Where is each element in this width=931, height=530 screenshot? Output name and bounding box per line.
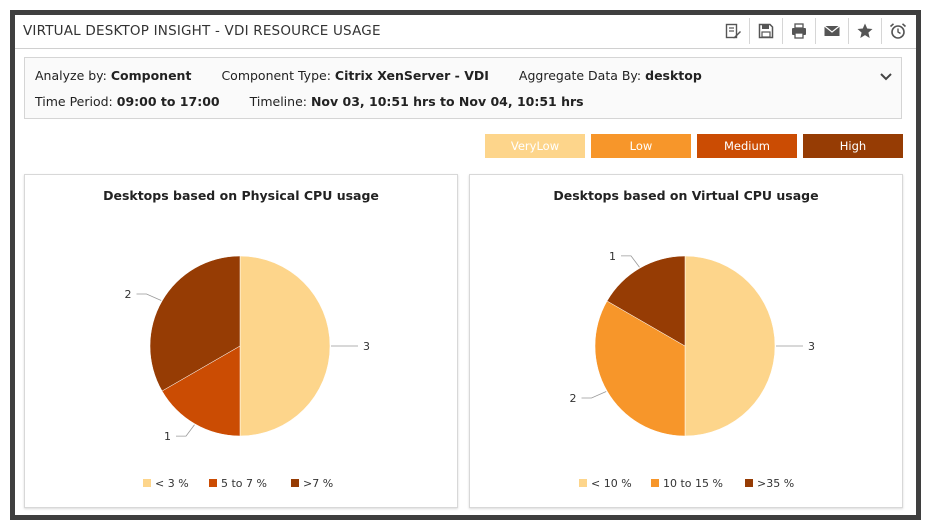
level-verylow-button[interactable]: VeryLow [485,134,585,158]
edit-report-button[interactable] [717,18,749,44]
physical-cpu-pie-chart: 3 1 2 < 3 % 5 to 7 % >7 % [125,255,370,490]
aggregate-data-by: Aggregate Data By: desktop [518,68,702,83]
print-icon [792,23,806,39]
data-label: 3 [363,340,370,353]
chevron-down-icon [880,73,892,81]
expand-filters-button[interactable] [879,70,893,85]
data-label: 2 [125,288,132,301]
pie-slice[interactable] [594,300,686,437]
label-connector [621,255,640,268]
legend-swatch [143,479,151,487]
legend-swatch [745,479,753,487]
timeline: Timeline: Nov 03, 10:51 hrs to Nov 04, 1… [249,94,584,109]
data-label: 1 [164,430,171,443]
legend-swatch [209,479,217,487]
time-period: Time Period: 09:00 to 17:00 [35,94,220,109]
save-icon [758,23,774,39]
level-medium-button[interactable]: Medium [697,134,797,158]
pie-slice[interactable] [606,255,686,347]
mail-button[interactable] [815,18,848,44]
filter-summary: Analyze by: Component Component Type: Ci… [24,57,902,119]
legend-swatch [651,479,659,487]
chart-title: Desktops based on Physical CPU usage [103,188,379,203]
pie-slice[interactable] [684,255,776,437]
schedule-button[interactable] [881,18,914,44]
legend-label[interactable]: >35 % [757,477,794,490]
legend-label[interactable]: 5 to 7 % [221,477,267,490]
data-label: 3 [808,340,815,353]
chart-title: Desktops based on Virtual CPU usage [553,188,819,203]
pie-slice[interactable] [239,255,331,437]
level-high-button[interactable]: High [803,134,903,158]
toolbar [717,18,914,44]
save-button[interactable] [749,18,782,44]
physical-cpu-panel: Desktops based on Physical CPU usage 3 1 2… [24,174,458,508]
legend-swatch [291,479,299,487]
legend-label[interactable]: < 10 % [591,477,632,490]
virtual-cpu-panel: Desktops based on Virtual CPU usage 3 2 1 <… [469,174,903,508]
report-window: VIRTUAL DESKTOP INSIGHT - VDI RESOURCE U… [10,10,921,520]
label-connector [176,424,195,437]
legend-label[interactable]: 10 to 15 % [663,477,723,490]
virtual-cpu-pie-chart: 3 2 1 < 10 % 10 to 15 % >35 % [570,250,816,490]
level-low-button[interactable]: Low [591,134,691,158]
label-connector [581,391,607,399]
print-button[interactable] [782,18,815,44]
favorite-button[interactable] [848,18,881,44]
legend-swatch [579,479,587,487]
legend-label[interactable]: < 3 % [155,477,189,490]
mail-icon [824,25,840,36]
data-label: 1 [609,250,616,263]
usage-level-legend: VeryLow Low Medium High [485,134,903,158]
page-title: VIRTUAL DESKTOP INSIGHT - VDI RESOURCE U… [23,23,381,39]
pie-slice[interactable] [149,255,241,392]
label-connector [136,293,162,301]
pie-slice[interactable] [161,345,241,437]
report-header: VIRTUAL DESKTOP INSIGHT - VDI RESOURCE U… [15,15,916,49]
legend-label[interactable]: >7 % [303,477,333,490]
component-type: Component Type: Citrix XenServer - VDI [221,68,489,83]
edit-report-icon [725,23,741,39]
data-label: 2 [570,392,577,405]
analyze-by: Analyze by: Component [35,68,192,83]
star-icon [857,23,873,38]
alarm-clock-icon [889,23,907,39]
